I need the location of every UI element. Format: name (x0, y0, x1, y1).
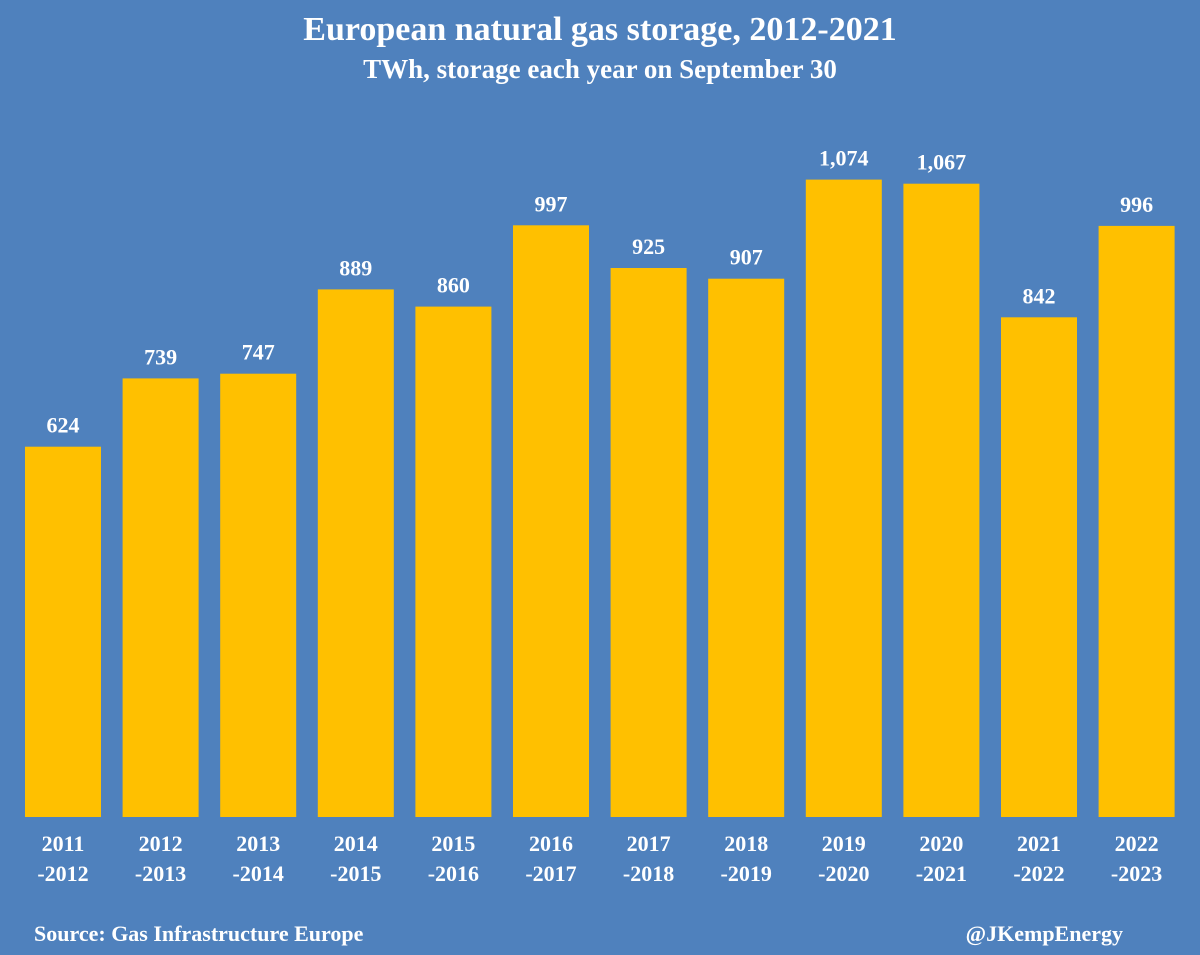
author-handle: @JKempEnergy (965, 921, 1123, 946)
data-label-0: 624 (47, 413, 80, 438)
x-tick-label-7: 2018 -2019 (721, 831, 772, 886)
x-tick-label-4: 2015 -2016 (428, 831, 479, 886)
bar-4 (415, 306, 492, 817)
bar-8 (805, 179, 882, 818)
data-label-4: 860 (437, 273, 470, 298)
chart-subtitle: TWh, storage each year on September 30 (363, 54, 837, 84)
data-label-10: 842 (1023, 283, 1056, 308)
data-label-11: 996 (1120, 192, 1153, 217)
bar-9 (903, 183, 980, 817)
x-tick-label-6: 2017 -2018 (623, 831, 674, 886)
x-tick-label-0: 2011 -2012 (37, 831, 88, 886)
data-label-9: 1,067 (917, 150, 967, 175)
bar-0 (25, 446, 101, 817)
x-tick-label-8: 2019 -2020 (818, 831, 869, 886)
bar-5 (513, 225, 589, 818)
bar-6 (610, 268, 687, 817)
data-label-2: 747 (242, 340, 275, 365)
x-tick-label-2: 2013 -2014 (233, 831, 284, 886)
bar-11 (1098, 225, 1175, 817)
x-tick-label-5: 2016 -2017 (525, 831, 576, 886)
source-note: Source: Gas Infrastructure Europe (34, 921, 364, 946)
x-tick-label-1: 2012 -2013 (135, 831, 186, 886)
chart-title: European natural gas storage, 2012-2021 (303, 11, 897, 48)
bar-2 (220, 373, 297, 817)
bar-7 (708, 278, 785, 817)
data-label-7: 907 (730, 245, 763, 270)
data-label-1: 739 (144, 344, 177, 369)
data-label-8: 1,074 (819, 146, 869, 171)
data-label-3: 889 (339, 255, 372, 280)
x-tick-label-11: 2022 -2023 (1111, 831, 1162, 886)
bar-3 (317, 289, 394, 817)
x-tick-label-3: 2014 -2015 (330, 831, 381, 886)
x-tick-label-9: 2020 -2021 (916, 831, 967, 886)
data-label-6: 925 (632, 234, 665, 259)
x-tick-label-10: 2021 -2022 (1013, 831, 1064, 886)
bar-10 (1001, 317, 1077, 817)
bar-1 (122, 378, 199, 817)
data-label-5: 997 (535, 191, 568, 216)
